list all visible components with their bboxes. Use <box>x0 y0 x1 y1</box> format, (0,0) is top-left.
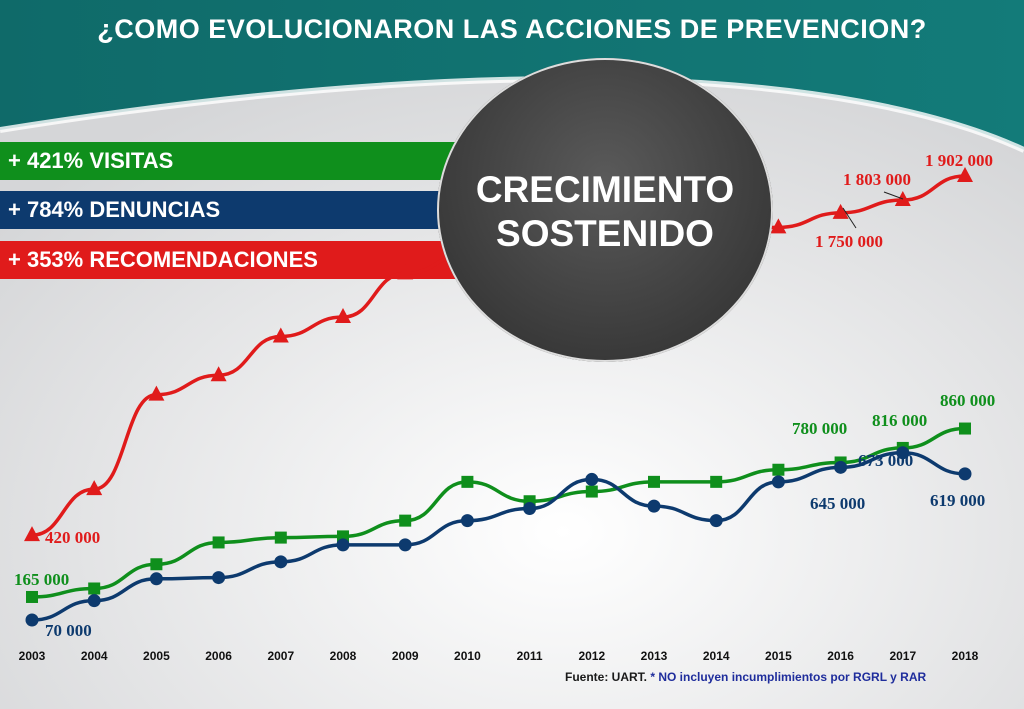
series-2-point-2 <box>149 572 163 586</box>
series-0-point-3 <box>210 366 227 382</box>
x-tick-2007: 2007 <box>267 649 294 663</box>
series-2-point-0 <box>25 613 39 627</box>
source-prefix: Fuente: UART. <box>565 670 647 684</box>
x-tick-2018: 2018 <box>952 649 979 663</box>
series-2-point-3 <box>212 571 226 585</box>
data-label-7: 860 000 <box>940 391 995 410</box>
callout-text: CRECIMIENTO SOSTENIDO <box>437 168 773 256</box>
data-label-11: 619 000 <box>930 491 985 510</box>
series-0-point-0 <box>24 526 40 542</box>
denuncias-badge: + 784% DENUNCIAS <box>0 191 470 229</box>
data-label-0: 420 000 <box>45 528 100 547</box>
series-2-point-9 <box>585 472 599 486</box>
series-1-point-3 <box>212 536 225 549</box>
series-2-point-1 <box>87 594 101 608</box>
x-tick-2010: 2010 <box>454 649 481 663</box>
series-0-point-12 <box>770 218 787 234</box>
x-tick-2014: 2014 <box>703 649 730 663</box>
series-2-point-12 <box>771 475 785 489</box>
series-1-point-6 <box>399 514 412 527</box>
x-tick-2015: 2015 <box>765 649 792 663</box>
series-1-point-0 <box>26 590 38 603</box>
x-tick-2013: 2013 <box>641 649 668 663</box>
callout-line1: CRECIMIENTO <box>475 169 735 210</box>
series-2-point-7 <box>460 514 474 528</box>
series-2-point-8 <box>523 502 537 516</box>
series-1-point-11 <box>710 475 723 488</box>
source-note: Fuente: UART. * NO incluyen incumplimien… <box>565 670 926 684</box>
series-2-point-5 <box>336 538 350 552</box>
series-0-point-4 <box>272 327 289 343</box>
x-tick-2003: 2003 <box>19 649 46 663</box>
callout-line2: SOSTENIDO <box>496 213 714 254</box>
x-tick-2017: 2017 <box>889 649 916 663</box>
series-0-point-5 <box>335 308 351 324</box>
x-tick-2006: 2006 <box>205 649 232 663</box>
data-label-10: 673 000 <box>858 451 913 470</box>
series-2-point-15 <box>958 467 972 481</box>
data-label-9: 645 000 <box>810 494 865 513</box>
page-title: ¿COMO EVOLUCIONARON LAS ACCIONES DE PREV… <box>97 14 927 44</box>
x-tick-2005: 2005 <box>143 649 170 663</box>
series-line-2 <box>31 451 966 622</box>
series-0-point-15 <box>957 167 973 182</box>
series-1-point-9 <box>585 485 598 498</box>
x-tick-2008: 2008 <box>330 649 357 663</box>
visitas-badge: + 421% VISITAS <box>0 142 470 180</box>
leader-line-1750000 <box>842 207 857 229</box>
series-1-point-10 <box>648 475 660 488</box>
series-2-point-6 <box>398 538 412 552</box>
recomendaciones-badge: + 353% RECOMENDACIONES <box>0 241 470 279</box>
series-0-point-6 <box>397 264 414 280</box>
data-label-8: 70 000 <box>45 621 92 640</box>
series-1-point-7 <box>461 475 474 488</box>
data-label-1: 1 750 000 <box>815 232 883 251</box>
series-1-point-12 <box>772 463 785 476</box>
leader-line-1803000 <box>883 191 904 200</box>
data-label-3: 1 902 000 <box>925 151 993 170</box>
x-tick-2016: 2016 <box>827 649 854 663</box>
series-2-point-10 <box>647 499 661 513</box>
x-tick-2009: 2009 <box>392 649 419 663</box>
series-2-point-11 <box>709 514 723 528</box>
source-disclaimer: * NO incluyen incumplimientos por RGRL y… <box>650 670 927 684</box>
data-label-4: 165 000 <box>14 570 69 589</box>
series-2-point-14 <box>896 446 910 460</box>
series-2-point-13 <box>834 460 848 474</box>
series-1-point-2 <box>150 558 163 571</box>
data-label-6: 816 000 <box>872 411 927 430</box>
callout-circle <box>437 58 773 362</box>
series-0-point-1 <box>86 480 103 496</box>
x-tick-2004: 2004 <box>81 649 108 663</box>
series-line-1 <box>31 426 966 599</box>
series-0-point-13 <box>832 203 849 219</box>
series-1-point-4 <box>274 531 287 544</box>
data-label-5: 780 000 <box>792 419 847 438</box>
series-1-point-15 <box>959 422 971 435</box>
data-label-2: 1 803 000 <box>843 170 911 189</box>
x-tick-2011: 2011 <box>517 649 543 663</box>
series-0-point-2 <box>148 385 165 401</box>
x-tick-2012: 2012 <box>578 649 605 663</box>
series-2-point-4 <box>274 555 288 569</box>
series-1-point-1 <box>88 582 101 595</box>
